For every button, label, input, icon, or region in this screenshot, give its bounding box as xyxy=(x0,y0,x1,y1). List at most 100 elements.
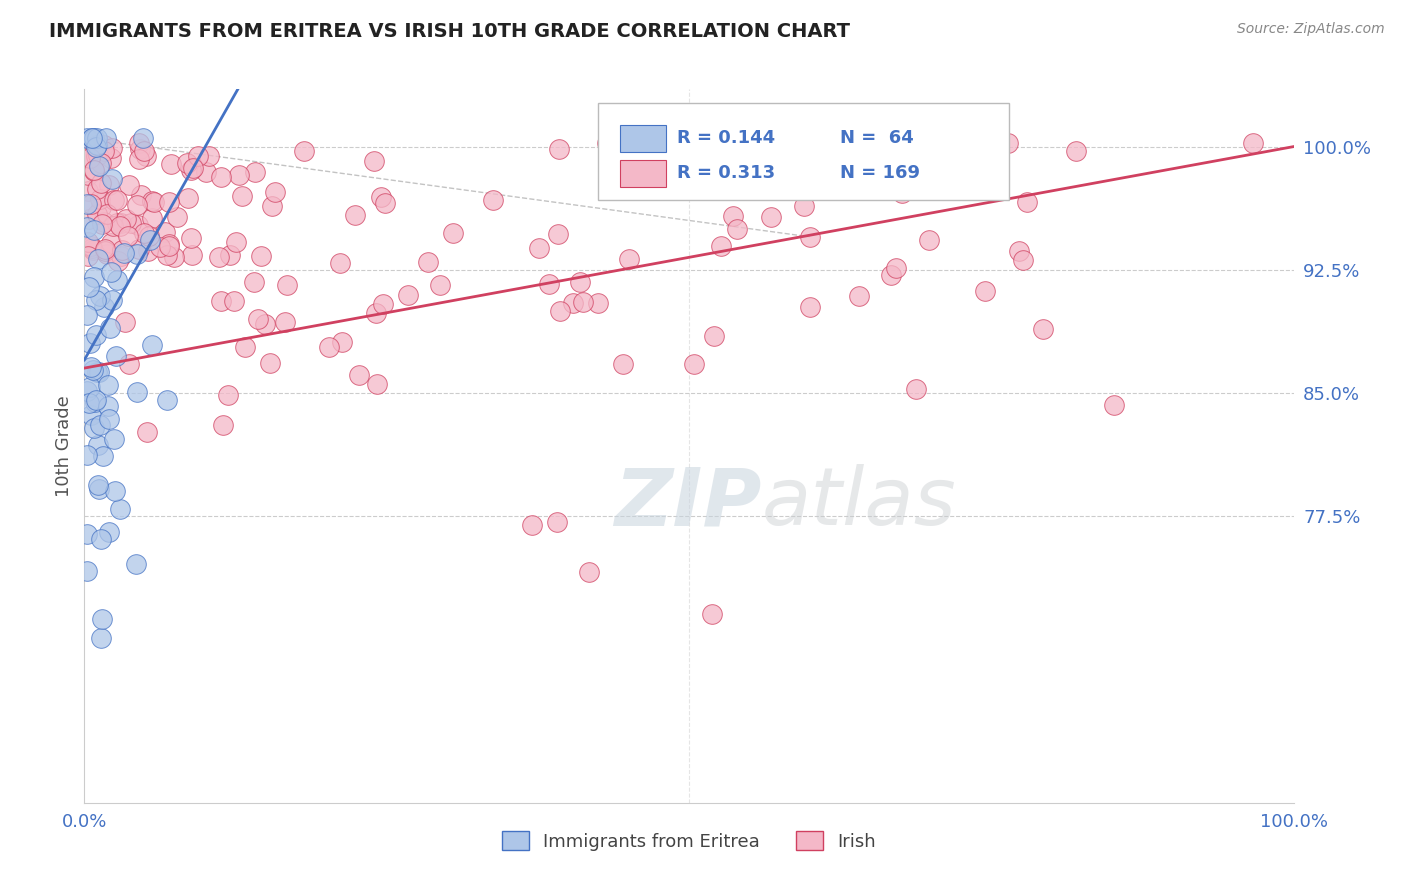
Point xyxy=(371,297,394,311)
Point xyxy=(318,340,340,354)
Point xyxy=(90,632,112,646)
Point xyxy=(141,194,163,209)
Point xyxy=(103,483,125,498)
Point xyxy=(112,246,135,260)
Point xyxy=(429,278,451,293)
Point xyxy=(522,518,544,533)
Point xyxy=(101,219,124,234)
Point xyxy=(98,412,121,426)
Point xyxy=(548,142,571,156)
Point xyxy=(76,308,98,322)
Point xyxy=(157,238,180,252)
Point xyxy=(209,169,232,184)
Point xyxy=(117,229,139,244)
Point xyxy=(93,138,115,153)
Text: R = 0.144: R = 0.144 xyxy=(676,129,775,147)
Point xyxy=(228,168,250,182)
Point xyxy=(243,165,266,179)
Point xyxy=(180,231,202,245)
FancyBboxPatch shape xyxy=(620,125,666,152)
Text: ZIP: ZIP xyxy=(614,464,762,542)
Point xyxy=(107,253,129,268)
Point xyxy=(83,131,105,145)
Point xyxy=(96,131,118,145)
Point xyxy=(111,243,134,257)
Point xyxy=(93,301,115,315)
Point xyxy=(118,357,141,371)
Point xyxy=(91,449,114,463)
Point xyxy=(96,247,118,261)
Point xyxy=(84,393,107,408)
Point xyxy=(799,229,821,244)
Point xyxy=(110,249,132,263)
Point xyxy=(737,161,759,175)
Point xyxy=(347,368,370,382)
Point xyxy=(1032,322,1054,336)
Point xyxy=(80,359,103,374)
Point xyxy=(77,184,100,198)
Point xyxy=(396,287,419,301)
Point xyxy=(1241,136,1264,151)
Point xyxy=(1008,244,1031,258)
Point xyxy=(87,159,110,173)
Point xyxy=(91,217,114,231)
Point xyxy=(128,152,150,166)
Point xyxy=(194,165,217,179)
Point xyxy=(84,140,107,154)
Point xyxy=(93,214,115,228)
Point xyxy=(157,236,180,251)
Point xyxy=(547,227,569,242)
Point xyxy=(918,233,941,247)
Point xyxy=(125,557,148,571)
Point xyxy=(128,242,150,256)
Point xyxy=(212,418,235,433)
Point xyxy=(86,206,108,220)
Point xyxy=(700,607,723,621)
Point xyxy=(101,141,124,155)
Text: R = 0.313: R = 0.313 xyxy=(676,164,775,182)
Point xyxy=(862,166,884,180)
Point xyxy=(128,136,150,151)
Point xyxy=(90,532,112,546)
Point xyxy=(110,216,132,230)
Text: N =  64: N = 64 xyxy=(841,129,914,147)
Point xyxy=(568,275,591,289)
Point xyxy=(725,222,748,236)
Point xyxy=(138,233,160,247)
Point xyxy=(108,501,131,516)
Point xyxy=(135,149,157,163)
Point xyxy=(920,136,942,151)
Point xyxy=(77,168,100,182)
Point xyxy=(79,152,101,166)
Point xyxy=(76,220,98,235)
Point xyxy=(80,238,103,252)
Point xyxy=(83,223,105,237)
Point xyxy=(129,188,152,202)
Point xyxy=(538,277,561,291)
Point xyxy=(134,227,156,241)
Point xyxy=(76,448,98,462)
Point xyxy=(799,301,821,315)
Point xyxy=(264,185,287,199)
Point xyxy=(176,156,198,170)
Point xyxy=(718,136,741,151)
Point xyxy=(136,425,159,439)
Point xyxy=(107,193,129,207)
FancyBboxPatch shape xyxy=(620,160,666,187)
Point xyxy=(344,209,367,223)
Point xyxy=(77,249,100,263)
Point xyxy=(363,153,385,168)
Legend: Immigrants from Eritrea, Irish: Immigrants from Eritrea, Irish xyxy=(495,824,883,858)
Point xyxy=(90,201,112,215)
Point xyxy=(374,196,396,211)
Point xyxy=(176,191,198,205)
Point xyxy=(416,255,439,269)
Point xyxy=(250,249,273,263)
Point xyxy=(1064,144,1087,158)
Text: N = 169: N = 169 xyxy=(841,164,920,182)
Point xyxy=(89,482,111,496)
Point xyxy=(82,241,104,255)
Point xyxy=(481,193,503,207)
Point xyxy=(703,328,725,343)
Point xyxy=(156,248,179,262)
